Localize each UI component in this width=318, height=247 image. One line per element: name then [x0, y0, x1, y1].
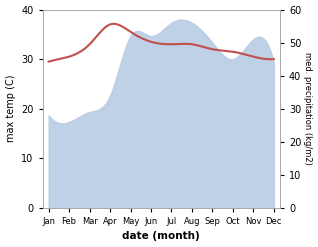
Y-axis label: max temp (C): max temp (C) — [5, 75, 16, 143]
Y-axis label: med. precipitation (kg/m2): med. precipitation (kg/m2) — [303, 52, 313, 165]
X-axis label: date (month): date (month) — [122, 231, 200, 242]
